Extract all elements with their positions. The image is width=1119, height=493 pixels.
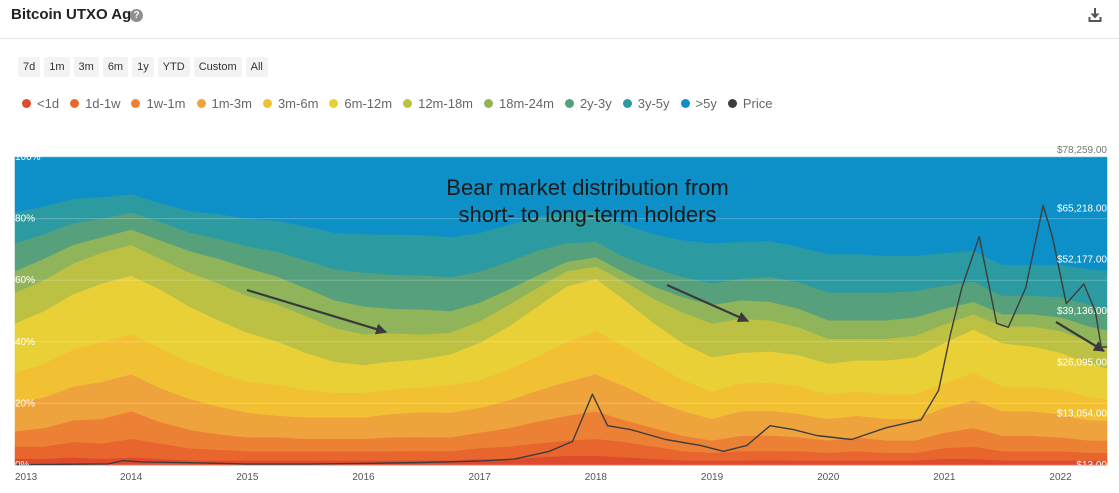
legend-label: 3m-6m	[277, 96, 319, 111]
y-right-tick-label: $13,054.00	[1057, 409, 1107, 420]
y-right-tick-label: $78,259.00	[1057, 145, 1107, 156]
legend-dot-icon	[70, 99, 80, 108]
legend-label: 3y-5y	[637, 96, 670, 111]
range-1y-button[interactable]: 1y	[132, 57, 154, 77]
legend-item-3m-6m[interactable]: 3m-6m	[262, 96, 319, 112]
y-left-tick-label: 80%	[15, 214, 35, 225]
legend-item-3y-5y[interactable]: 3y-5y	[622, 96, 670, 112]
range-ytd-button[interactable]: YTD	[157, 57, 190, 77]
range-6m-button[interactable]: 6m	[102, 57, 129, 77]
y-left-tick-label: 40%	[15, 337, 35, 348]
legend-dot-icon	[329, 99, 339, 108]
legend-item-1m-3m[interactable]: 1m-3m	[196, 96, 252, 112]
y-right-tick-label: $26,095.00	[1057, 357, 1107, 368]
chart-title: Bitcoin UTXO Age	[11, 6, 140, 23]
legend-dot-icon	[564, 99, 574, 108]
legend-label: >5y	[695, 96, 717, 111]
legend-dot-icon	[262, 99, 272, 108]
range-selector: 7d 1m 3m 6m 1y YTD Custom All	[18, 57, 272, 77]
x-tick-label: 2019	[701, 472, 724, 483]
x-tick-label: 2020	[817, 472, 840, 483]
legend-label: 6m-12m	[344, 96, 393, 111]
y-right-tick-label: $52,177.00	[1057, 255, 1107, 266]
widget-header: Bitcoin UTXO Age ?	[0, 0, 1119, 39]
range-7d-button[interactable]: 7d	[18, 57, 41, 77]
legend-dot-icon	[680, 99, 690, 108]
legend-item-12m-18m[interactable]: 12m-18m	[403, 96, 473, 112]
range-all-button[interactable]: All	[245, 57, 268, 77]
legend-label: 2y-3y	[579, 96, 612, 111]
y-right-tick-label: $39,136.00	[1057, 306, 1107, 317]
y-left-tick-label: 100%	[15, 152, 41, 163]
y-right-tick-label: $65,218.00	[1057, 203, 1107, 214]
legend-dot-icon	[196, 99, 206, 108]
annotation-text: Bear market distribution from short- to …	[405, 174, 770, 228]
price-layer	[14, 204, 1107, 466]
legend-dot-icon	[131, 99, 141, 108]
legend-item-6m-12m[interactable]: 6m-12m	[329, 96, 392, 112]
x-tick-label: 2018	[585, 472, 608, 483]
legend-label: Price	[742, 96, 773, 111]
legend-item-lt-1d[interactable]: <1d	[22, 96, 59, 112]
x-tick-label: 2022	[1049, 472, 1072, 483]
legend-dot-icon	[484, 99, 494, 108]
legend-item-2y-3y[interactable]: 2y-3y	[564, 96, 612, 112]
legend-item-1d-1w[interactable]: 1d-1w	[70, 96, 120, 112]
legend-label: <1d	[37, 96, 60, 111]
x-tick-label: 2015	[236, 472, 259, 483]
x-tick-label: 2016	[352, 472, 375, 483]
range-3m-button[interactable]: 3m	[73, 57, 99, 77]
annotation-arrow-3	[1055, 321, 1105, 352]
annotation-line-1: Bear market distribution from	[446, 175, 729, 200]
legend-item-18m-24m[interactable]: 18m-24m	[484, 96, 554, 112]
y-left-tick-label: 20%	[15, 398, 35, 409]
annotation-line-2: short- to long-term holders	[458, 202, 717, 227]
x-axis: 2013 2014 2015 2016 2017 2018 2019 2020 2021 2022	[15, 465, 1107, 483]
legend-item-gt-5y[interactable]: >5y	[680, 96, 717, 112]
legend-dot-icon	[403, 99, 413, 108]
legend-label: 1w-1m	[146, 96, 186, 111]
legend-dot-icon	[727, 99, 737, 108]
x-tick-label: 2013	[15, 472, 38, 483]
range-1m-button[interactable]: 1m	[44, 57, 70, 77]
legend-label: 12m-18m	[418, 96, 474, 111]
chart-legend: <1d 1d-1w 1w-1m 1m-3m 3m-6m 6m-12m 12m-18m 18m-…	[22, 95, 783, 113]
price-line	[14, 204, 1107, 466]
legend-label: 18m-24m	[499, 96, 554, 111]
area-layers	[14, 156, 1108, 466]
legend-label: 1d-1w	[85, 96, 121, 111]
annotation-arrow-2	[666, 283, 750, 323]
range-custom-button[interactable]: Custom	[193, 57, 242, 77]
download-icon[interactable]	[1087, 7, 1103, 23]
legend-item-price[interactable]: Price	[727, 96, 773, 112]
x-tick-label: 2021	[933, 472, 956, 483]
legend-dot-icon	[22, 99, 31, 108]
utxo-age-chart: 0%20%40%60%80%100% $13.00$13,054.00$26,0…	[14, 145, 1108, 483]
annotation-arrows	[246, 283, 1105, 352]
y-left-tick-label: 60%	[15, 275, 35, 286]
legend-dot-icon	[622, 99, 632, 108]
x-tick-label: 2014	[120, 472, 143, 483]
area-gt-5y	[14, 156, 1108, 271]
x-tick-label: 2017	[469, 472, 492, 483]
legend-label: 1m-3m	[211, 96, 252, 111]
legend-item-1w-1m[interactable]: 1w-1m	[131, 96, 186, 112]
annotation-arrow-1	[246, 288, 388, 335]
question-circle-icon[interactable]: ?	[130, 9, 143, 22]
